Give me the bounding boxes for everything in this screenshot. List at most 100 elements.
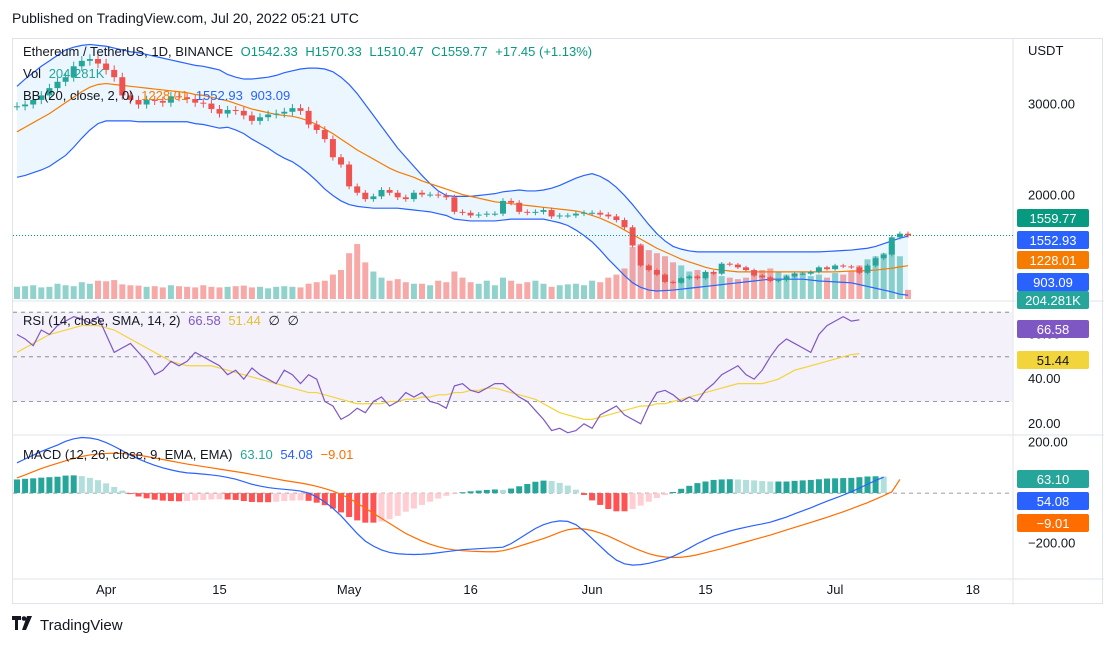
candle-body xyxy=(338,157,344,165)
candle-body xyxy=(807,271,814,274)
candle-body xyxy=(362,192,369,200)
macd-histogram-bar xyxy=(840,478,847,494)
candle-body xyxy=(248,115,255,121)
macd-histogram-bar xyxy=(30,478,37,494)
macd-histogram-bar xyxy=(184,493,191,502)
macd-histogram-bar xyxy=(127,493,134,495)
macd-histogram-bar xyxy=(410,493,417,509)
price-badge: 1552.93 xyxy=(1030,233,1077,248)
macd-histogram-bar xyxy=(394,493,401,516)
candle-body xyxy=(305,110,312,125)
macd-histogram-bar xyxy=(726,479,733,494)
macd-histogram-bar xyxy=(467,491,474,494)
macd-histogram-bar xyxy=(662,493,668,496)
candle-body xyxy=(613,216,620,221)
vol-label: Vol xyxy=(23,66,42,81)
chart-frame[interactable]: USDT3000.002000.0060.0040.0020.00200.00−… xyxy=(12,38,1104,605)
macd-histogram-bar xyxy=(815,479,822,494)
macd-histogram-bar xyxy=(38,477,45,494)
price-tick-label: 3000.00 xyxy=(1028,97,1075,112)
volume-bar xyxy=(95,280,101,299)
macd-histogram-bar xyxy=(208,493,215,500)
vol-value: 204.281K xyxy=(48,66,105,81)
volume-bar xyxy=(783,274,790,299)
macd-histogram-bar xyxy=(645,493,652,502)
rsi-tick-label: 40.00 xyxy=(1028,371,1061,386)
candle-body xyxy=(78,60,85,67)
candle-body xyxy=(86,59,93,61)
published-header: Published on TradingView.com, Jul 20, 20… xyxy=(12,10,359,26)
candle-body xyxy=(103,63,110,70)
volume-bar xyxy=(435,280,442,299)
volume-bar xyxy=(840,274,847,299)
macd-histogram-bar xyxy=(500,489,506,494)
candle-body xyxy=(451,197,458,212)
volume-bar xyxy=(483,280,490,299)
volume-bar xyxy=(605,277,612,299)
chart-canvas[interactable]: USDT3000.002000.0060.0040.0020.00200.00−… xyxy=(13,39,1104,605)
macd-histogram-bar xyxy=(240,493,247,502)
volume-bar xyxy=(305,283,312,299)
macd-histogram-bar xyxy=(248,493,255,502)
macd-histogram-bar xyxy=(832,478,839,494)
bb-basis-value: 1228.01 xyxy=(141,88,189,103)
candle-body xyxy=(143,99,150,105)
macd-histogram-bar xyxy=(678,488,685,494)
candle-body xyxy=(832,265,839,270)
candle-body xyxy=(621,220,628,228)
time-tick-label: May xyxy=(337,582,362,597)
macd-histogram-bar xyxy=(759,481,766,494)
candle-body xyxy=(686,276,693,279)
volume-bar xyxy=(807,276,814,299)
ohlc-open: O1542.33 xyxy=(240,44,298,59)
volume-bar xyxy=(346,253,353,299)
volume-bar xyxy=(726,277,733,299)
volume-bar xyxy=(581,285,587,299)
rsi-na-1: ∅ xyxy=(268,313,280,328)
macd-histogram-bar xyxy=(427,493,434,502)
macd-histogram-bar xyxy=(872,476,879,494)
candle-body xyxy=(216,109,223,114)
symbol-name: Ethereum / TetherUS, 1D, BINANCE xyxy=(23,44,234,59)
volume-bar xyxy=(694,270,701,299)
volume-bar xyxy=(321,280,328,299)
volume-bar xyxy=(378,277,385,299)
vol-legend: Vol 204.281K xyxy=(23,66,108,81)
volume-bar xyxy=(629,247,636,299)
candle-body xyxy=(589,212,596,214)
rsi-label: RSI (14, close, SMA, 14, 2) xyxy=(23,313,181,328)
macd-histogram-bar xyxy=(451,493,458,495)
rsi-tick-label: 20.00 xyxy=(1028,416,1061,431)
volume-bar xyxy=(905,289,911,299)
candle-body xyxy=(22,104,29,107)
candle-body xyxy=(775,280,782,282)
price-badge-bg xyxy=(1017,273,1089,291)
macd-histogram-bar xyxy=(856,477,863,494)
volume-bar xyxy=(475,283,482,299)
candle-body xyxy=(38,95,45,100)
macd-histogram-bar xyxy=(46,477,53,494)
candle-body xyxy=(824,267,830,270)
volume-bar xyxy=(451,271,458,299)
volume-bar xyxy=(718,276,725,299)
candle-body xyxy=(378,190,385,197)
macd-histogram-bar xyxy=(637,493,644,506)
volume-bar xyxy=(143,286,150,299)
rsi-badge-bg xyxy=(1017,320,1089,338)
macd-histogram-bar xyxy=(734,479,741,494)
volume-bar xyxy=(329,274,336,299)
candle-body xyxy=(208,103,215,110)
candle-body xyxy=(759,275,766,278)
macd-histogram-bar xyxy=(613,493,620,512)
macd-histogram-bar xyxy=(224,493,231,500)
volume-bar xyxy=(14,286,20,299)
macd-histogram-bar xyxy=(167,493,174,502)
macd-histogram-bar xyxy=(62,475,69,494)
candle-body xyxy=(645,265,652,271)
candle-body xyxy=(743,267,749,271)
candle-body xyxy=(532,211,539,213)
volume-bar xyxy=(127,285,134,299)
candle-body xyxy=(540,210,547,212)
candle-body xyxy=(419,192,425,195)
macd-histogram-bar xyxy=(159,493,166,501)
